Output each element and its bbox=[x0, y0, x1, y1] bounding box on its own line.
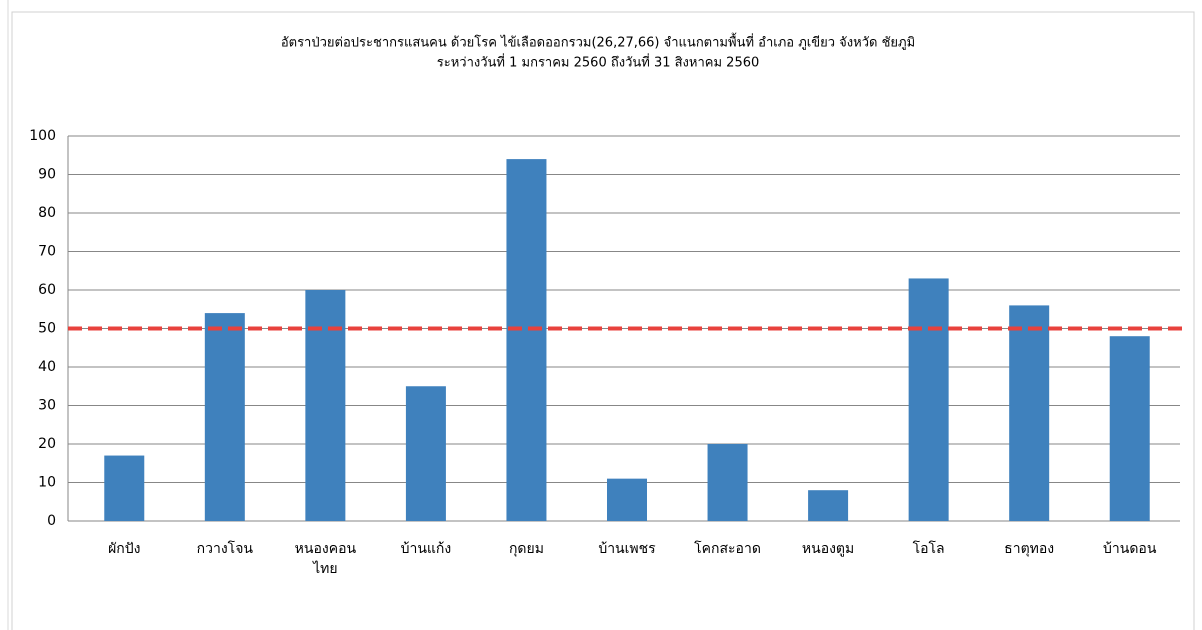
y-tick-label: 0 bbox=[47, 513, 56, 529]
x-tick-label: บ้านเพชร bbox=[598, 541, 656, 557]
y-tick-label: 60 bbox=[38, 282, 56, 298]
bar bbox=[204, 313, 245, 521]
x-tick-label: โคกสะอาด bbox=[694, 541, 761, 557]
y-tick-label: 90 bbox=[38, 167, 56, 183]
x-tick-label: หนองตูม bbox=[801, 541, 855, 557]
bar bbox=[908, 278, 949, 521]
y-tick-label: 40 bbox=[38, 359, 56, 375]
y-tick-label: 20 bbox=[38, 436, 56, 452]
y-tick-label: 10 bbox=[38, 475, 56, 491]
chart-title: อัตราป่วยต่อประชากรแสนคน ด้วยโรค ไข้เลือ… bbox=[281, 33, 915, 51]
y-tick-label: 100 bbox=[29, 128, 56, 144]
x-tick-label: กวางโจน bbox=[196, 541, 253, 557]
bar bbox=[607, 478, 647, 521]
bar bbox=[104, 455, 145, 521]
bar bbox=[305, 290, 346, 521]
bar bbox=[1009, 305, 1050, 521]
chart-subtitle: ระหว่างวันที่ 1 มกราคม 2560 ถึงวันที่ 31… bbox=[437, 54, 760, 71]
x-tick-label: บ้านดอน bbox=[1103, 541, 1157, 557]
y-tick-label: 70 bbox=[38, 244, 56, 260]
bar bbox=[405, 386, 446, 521]
y-tick-label: 30 bbox=[38, 398, 56, 414]
bar bbox=[1109, 336, 1150, 521]
x-tick-label: ธาตุทอง bbox=[1004, 541, 1055, 557]
bar bbox=[808, 490, 849, 521]
bar bbox=[707, 444, 748, 521]
x-tick-label: บ้านแก้ง bbox=[400, 541, 452, 557]
y-tick-label: 80 bbox=[38, 205, 56, 221]
x-tick-label: ผักปัง bbox=[108, 541, 141, 557]
y-tick-label: 50 bbox=[38, 321, 56, 337]
x-tick-label: โอโล bbox=[912, 541, 945, 557]
x-tick-label: หนองคอน ไทย bbox=[294, 541, 357, 577]
bar bbox=[506, 159, 547, 521]
x-tick-label: กุดยม bbox=[508, 541, 544, 557]
